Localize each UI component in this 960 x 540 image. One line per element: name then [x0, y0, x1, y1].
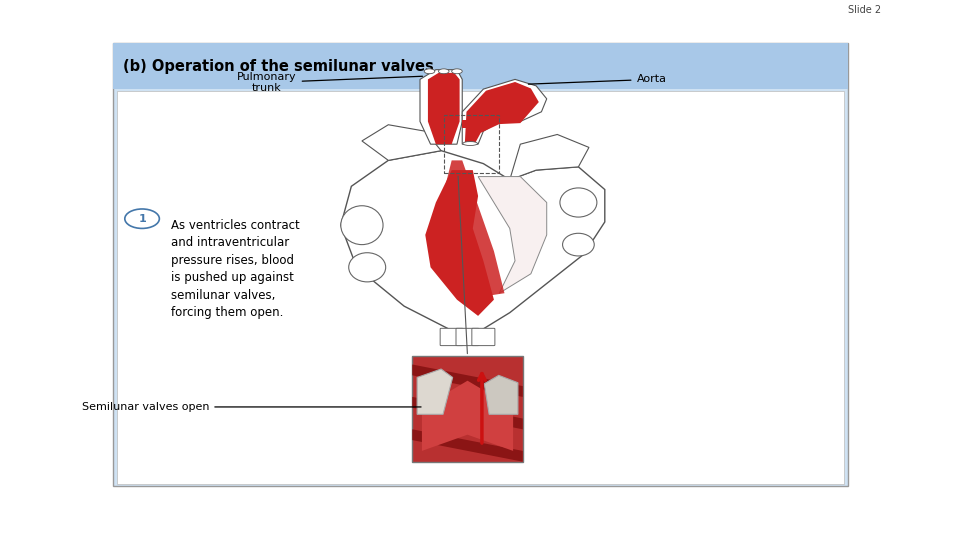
Polygon shape — [422, 381, 513, 451]
Ellipse shape — [563, 233, 594, 256]
Ellipse shape — [463, 141, 477, 145]
Polygon shape — [425, 170, 493, 316]
FancyBboxPatch shape — [413, 356, 522, 462]
Text: (b) Operation of the semilunar valves: (b) Operation of the semilunar valves — [123, 59, 434, 73]
Polygon shape — [413, 397, 522, 429]
Ellipse shape — [341, 206, 383, 245]
Text: As ventricles contract
and intraventricular
pressure rises, blood
is pushed up a: As ventricles contract and intraventricu… — [171, 219, 300, 319]
FancyBboxPatch shape — [117, 91, 844, 484]
Polygon shape — [428, 73, 460, 144]
Circle shape — [125, 209, 159, 228]
FancyBboxPatch shape — [113, 43, 848, 486]
Polygon shape — [478, 177, 547, 293]
Ellipse shape — [560, 188, 597, 217]
Polygon shape — [420, 70, 463, 144]
Polygon shape — [463, 79, 547, 144]
FancyBboxPatch shape — [440, 328, 463, 346]
FancyBboxPatch shape — [456, 328, 479, 346]
Ellipse shape — [348, 253, 386, 282]
Ellipse shape — [424, 69, 435, 74]
Ellipse shape — [451, 69, 463, 74]
Polygon shape — [362, 125, 441, 160]
Polygon shape — [341, 151, 605, 339]
Polygon shape — [510, 134, 588, 180]
Polygon shape — [441, 160, 505, 296]
Polygon shape — [413, 364, 522, 397]
Polygon shape — [413, 429, 522, 462]
Polygon shape — [465, 82, 539, 143]
Polygon shape — [463, 120, 475, 128]
Polygon shape — [417, 369, 453, 414]
FancyBboxPatch shape — [113, 43, 848, 89]
Ellipse shape — [439, 69, 449, 74]
Text: Aorta: Aorta — [528, 75, 666, 84]
Text: Semilunar valves open: Semilunar valves open — [82, 402, 421, 412]
Text: 1: 1 — [138, 214, 146, 224]
Text: Pulmonary
trunk: Pulmonary trunk — [237, 72, 422, 93]
FancyBboxPatch shape — [472, 328, 495, 346]
Polygon shape — [484, 375, 518, 414]
Text: Slide 2: Slide 2 — [848, 5, 881, 15]
